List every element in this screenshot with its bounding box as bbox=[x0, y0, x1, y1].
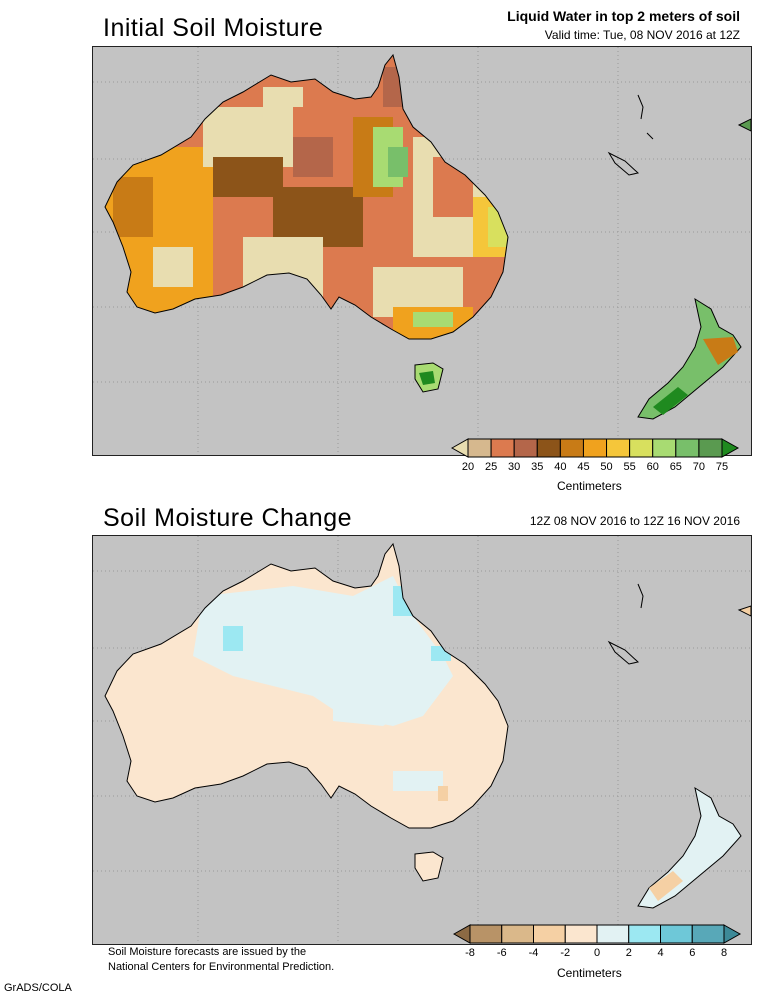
bottom-colorbar-swatch bbox=[660, 924, 693, 944]
bottom-colorbar-tick-label: 8 bbox=[720, 947, 728, 959]
bottom-colorbar-tick-label: 0 bbox=[593, 947, 601, 959]
top-title: Initial Soil Moisture bbox=[103, 14, 324, 42]
top-colorbar-swatch bbox=[467, 438, 492, 458]
top-header-valid-time: Valid time: Tue, 08 NOV 2016 at 12Z bbox=[544, 28, 740, 42]
top-colorbar-low-triangle bbox=[450, 438, 469, 458]
top-colorbar-tick-label: 35 bbox=[531, 461, 544, 473]
bottom-colorbar-swatch bbox=[501, 924, 534, 944]
top-colorbar-tick-label: 20 bbox=[461, 461, 475, 473]
footer-note: Soil Moisture forecasts are issued by th… bbox=[108, 945, 334, 975]
bottom-colorbar-tick-label: 2 bbox=[625, 947, 632, 959]
top-colorbar-tick-label: 75 bbox=[715, 461, 729, 473]
bottom-colorbar-unit: Centimeters bbox=[557, 966, 622, 980]
top-colorbar-swatch bbox=[698, 438, 723, 458]
bottom-colorbar-swatch bbox=[596, 924, 630, 944]
top-colorbar-swatch bbox=[513, 438, 538, 458]
bottom-map bbox=[92, 535, 752, 945]
top-colorbar-swatch bbox=[629, 438, 654, 458]
bottom-title: Soil Moisture Change bbox=[103, 504, 353, 532]
bottom-map-canvas bbox=[93, 536, 751, 944]
top-map-canvas bbox=[93, 47, 751, 455]
bottom-colorbar-swatch bbox=[469, 924, 503, 944]
bottom-colorbar-swatch bbox=[533, 924, 566, 944]
top-colorbar-swatch bbox=[582, 438, 608, 458]
bottom-colorbar-swatch bbox=[691, 924, 725, 944]
top-colorbar-unit: Centimeters bbox=[557, 479, 622, 493]
bottom-colorbar bbox=[452, 924, 742, 944]
top-colorbar-swatch bbox=[606, 438, 631, 458]
top-colorbar-tick-label: 65 bbox=[669, 461, 682, 473]
top-colorbar-swatch bbox=[536, 438, 561, 458]
footer-note-line1: Soil Moisture forecasts are issued by th… bbox=[108, 946, 307, 958]
bottom-colorbar-swatch bbox=[628, 924, 661, 944]
top-colorbar-tick-label: 30 bbox=[508, 461, 521, 473]
top-colorbar-tick-label: 25 bbox=[484, 461, 498, 473]
top-map bbox=[92, 46, 752, 456]
bottom-colorbar-low-triangle bbox=[452, 924, 471, 944]
bottom-colorbar-swatch bbox=[564, 924, 598, 944]
top-header-main: Liquid Water in top 2 meters of soil bbox=[507, 8, 740, 24]
top-colorbar-high-triangle bbox=[721, 438, 740, 458]
bottom-header-period: 12Z 08 NOV 2016 to 12Z 16 NOV 2016 bbox=[529, 514, 740, 528]
top-colorbar-swatch bbox=[490, 438, 515, 458]
top-colorbar-swatch bbox=[559, 438, 584, 458]
bottom-colorbar-tick-label: -8 bbox=[465, 947, 475, 959]
bottom-colorbar-tick-label: 6 bbox=[689, 947, 696, 959]
footer-note-line2: National Centers for Environmental Predi… bbox=[108, 961, 335, 973]
top-colorbar-tick-label: 70 bbox=[692, 461, 706, 473]
top-colorbar bbox=[450, 438, 740, 458]
bottom-colorbar-tick-label: 4 bbox=[657, 947, 664, 959]
top-colorbar-swatch bbox=[675, 438, 700, 458]
bottom-colorbar-tick-label: -2 bbox=[560, 947, 571, 959]
top-colorbar-tick-label: 50 bbox=[600, 461, 613, 473]
footer-credit: GrADS/COLA bbox=[4, 982, 72, 994]
top-colorbar-tick-label: 55 bbox=[623, 461, 636, 473]
top-colorbar-tick-label: 45 bbox=[577, 461, 590, 473]
bottom-colorbar-high-triangle bbox=[723, 924, 742, 944]
bottom-colorbar-tick-label: -4 bbox=[528, 947, 539, 959]
top-colorbar-tick-label: 40 bbox=[554, 461, 567, 473]
top-colorbar-tick-label: 60 bbox=[646, 461, 659, 473]
top-colorbar-swatch bbox=[652, 438, 677, 458]
bottom-colorbar-tick-label: -6 bbox=[496, 947, 507, 959]
